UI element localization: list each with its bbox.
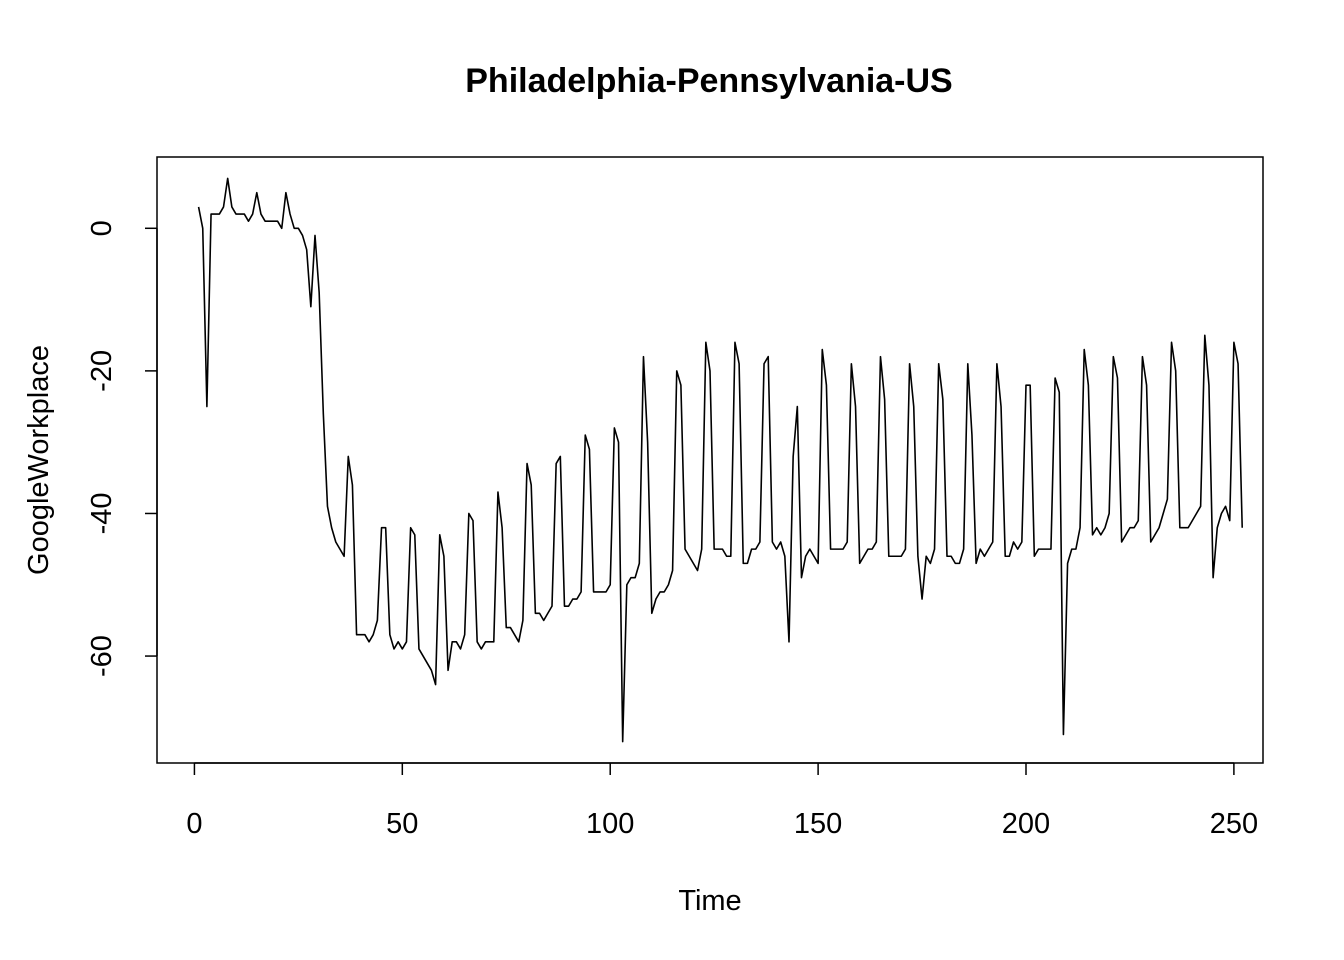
x-tick-label: 150 (794, 808, 842, 840)
x-tick-label: 50 (386, 808, 418, 840)
y-axis-title: GoogleWorkplace (23, 345, 55, 575)
chart-title: Philadelphia-Pennsylvania-US (465, 62, 952, 100)
y-tick-label: -20 (86, 350, 118, 392)
x-tick-label: 100 (586, 808, 634, 840)
series-layer (197, 177, 1244, 743)
plot-frame (156, 156, 1264, 764)
y-axis: 0 -20 -40 -60 (86, 220, 158, 677)
x-tick-label: 200 (1002, 808, 1050, 840)
series-line (197, 177, 1244, 743)
x-tick-label: 0 (186, 808, 202, 840)
x-axis-title: Time (678, 885, 741, 917)
x-tick-label: 250 (1210, 808, 1258, 840)
x-axis: 0 50 100 150 200 250 (186, 762, 1258, 840)
y-tick-label: 0 (86, 220, 118, 236)
y-tick-label: -60 (86, 635, 118, 677)
y-tick-label: -40 (86, 493, 118, 535)
